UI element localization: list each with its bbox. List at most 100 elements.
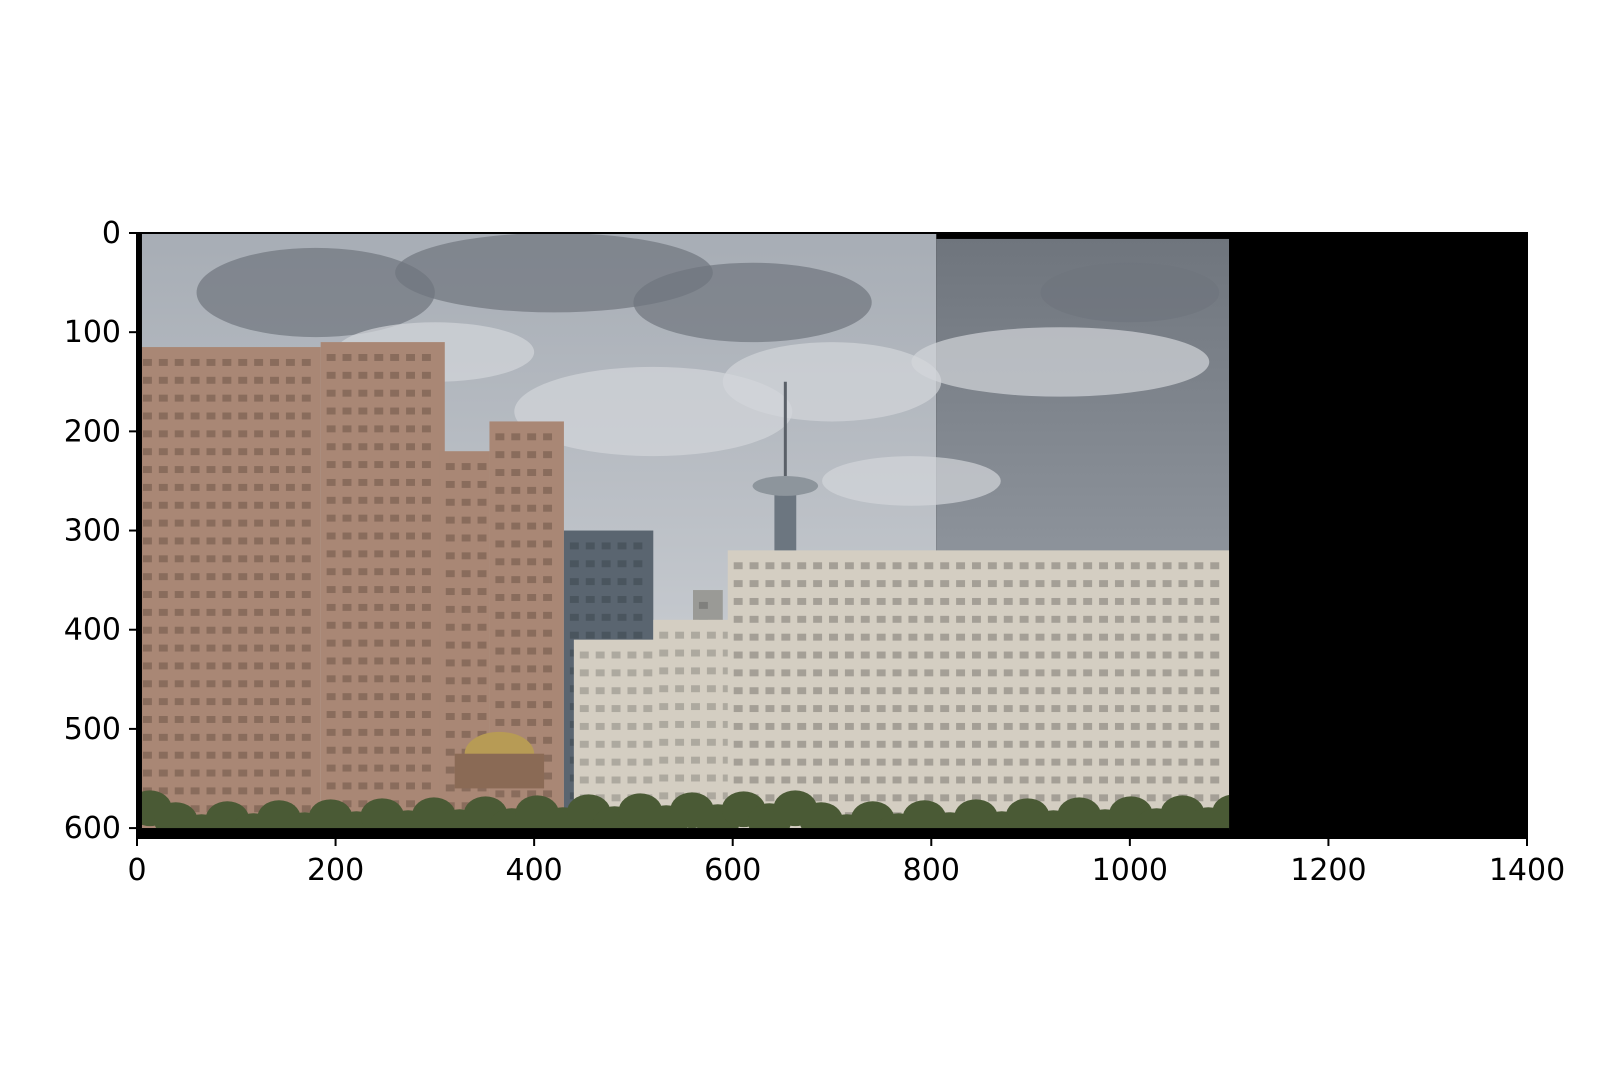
window	[1019, 740, 1029, 748]
window	[326, 586, 336, 594]
window	[1146, 794, 1156, 802]
window	[358, 621, 368, 629]
window	[924, 740, 934, 748]
window	[158, 537, 168, 545]
window	[1035, 758, 1045, 766]
window	[781, 705, 791, 713]
window	[1051, 776, 1061, 784]
window	[781, 722, 791, 730]
window	[829, 580, 838, 588]
window	[206, 644, 216, 652]
window	[390, 532, 400, 540]
window	[971, 615, 981, 623]
window	[579, 687, 589, 695]
window	[829, 794, 838, 802]
window	[813, 758, 823, 766]
window	[543, 486, 553, 494]
window	[675, 631, 685, 639]
window	[174, 662, 184, 670]
window	[358, 461, 368, 469]
window	[495, 790, 505, 798]
window	[461, 570, 471, 578]
window	[722, 703, 732, 711]
window	[390, 425, 400, 433]
window	[1083, 758, 1093, 766]
window	[595, 776, 605, 784]
window	[1194, 669, 1204, 677]
window	[222, 376, 232, 384]
window	[987, 615, 997, 623]
window	[876, 580, 886, 588]
window	[406, 657, 415, 665]
window	[1019, 794, 1029, 802]
window	[1051, 740, 1061, 748]
window	[860, 597, 870, 605]
window	[495, 558, 505, 566]
window	[142, 644, 152, 652]
cloud	[822, 456, 1001, 506]
window	[270, 698, 279, 706]
window	[579, 740, 589, 748]
window	[813, 669, 823, 677]
window	[190, 573, 200, 581]
window	[285, 519, 295, 527]
window	[254, 644, 264, 652]
window	[633, 596, 643, 603]
plot-frame	[136, 232, 1528, 839]
window	[390, 568, 400, 576]
window	[421, 657, 431, 665]
window	[1114, 794, 1124, 802]
window	[326, 461, 336, 469]
cloud	[633, 262, 872, 343]
window	[1162, 651, 1172, 659]
window	[1178, 722, 1188, 730]
window	[1083, 615, 1093, 623]
window	[844, 580, 854, 588]
window	[326, 478, 336, 486]
window	[477, 677, 487, 685]
window	[749, 705, 759, 713]
window	[1099, 580, 1109, 588]
window	[342, 746, 352, 754]
window	[342, 354, 352, 361]
window	[908, 669, 918, 677]
window	[1051, 651, 1061, 659]
window	[940, 615, 950, 623]
window	[1083, 705, 1093, 713]
window	[206, 537, 216, 545]
window	[527, 718, 537, 726]
window	[844, 633, 854, 641]
window	[659, 738, 669, 746]
window	[643, 669, 653, 677]
window	[749, 580, 759, 588]
window	[781, 669, 791, 677]
window	[749, 687, 759, 695]
window	[374, 675, 384, 683]
window	[142, 501, 152, 509]
window	[301, 644, 311, 652]
window	[421, 461, 431, 469]
window	[301, 555, 311, 563]
building	[320, 342, 445, 829]
window	[643, 758, 653, 766]
window	[406, 496, 415, 504]
window	[797, 669, 807, 677]
window	[876, 758, 886, 766]
window	[461, 552, 471, 560]
window	[659, 774, 669, 782]
window	[326, 782, 336, 790]
window	[1083, 633, 1093, 641]
window	[633, 613, 643, 621]
window	[342, 407, 352, 415]
window	[477, 695, 487, 703]
window	[374, 586, 384, 594]
black-fill-region	[1229, 233, 1527, 838]
window	[174, 608, 184, 616]
window	[206, 358, 216, 366]
window	[270, 501, 279, 509]
window	[781, 615, 791, 623]
window	[813, 580, 823, 588]
window	[1035, 580, 1045, 588]
window	[813, 740, 823, 748]
window	[142, 680, 152, 688]
